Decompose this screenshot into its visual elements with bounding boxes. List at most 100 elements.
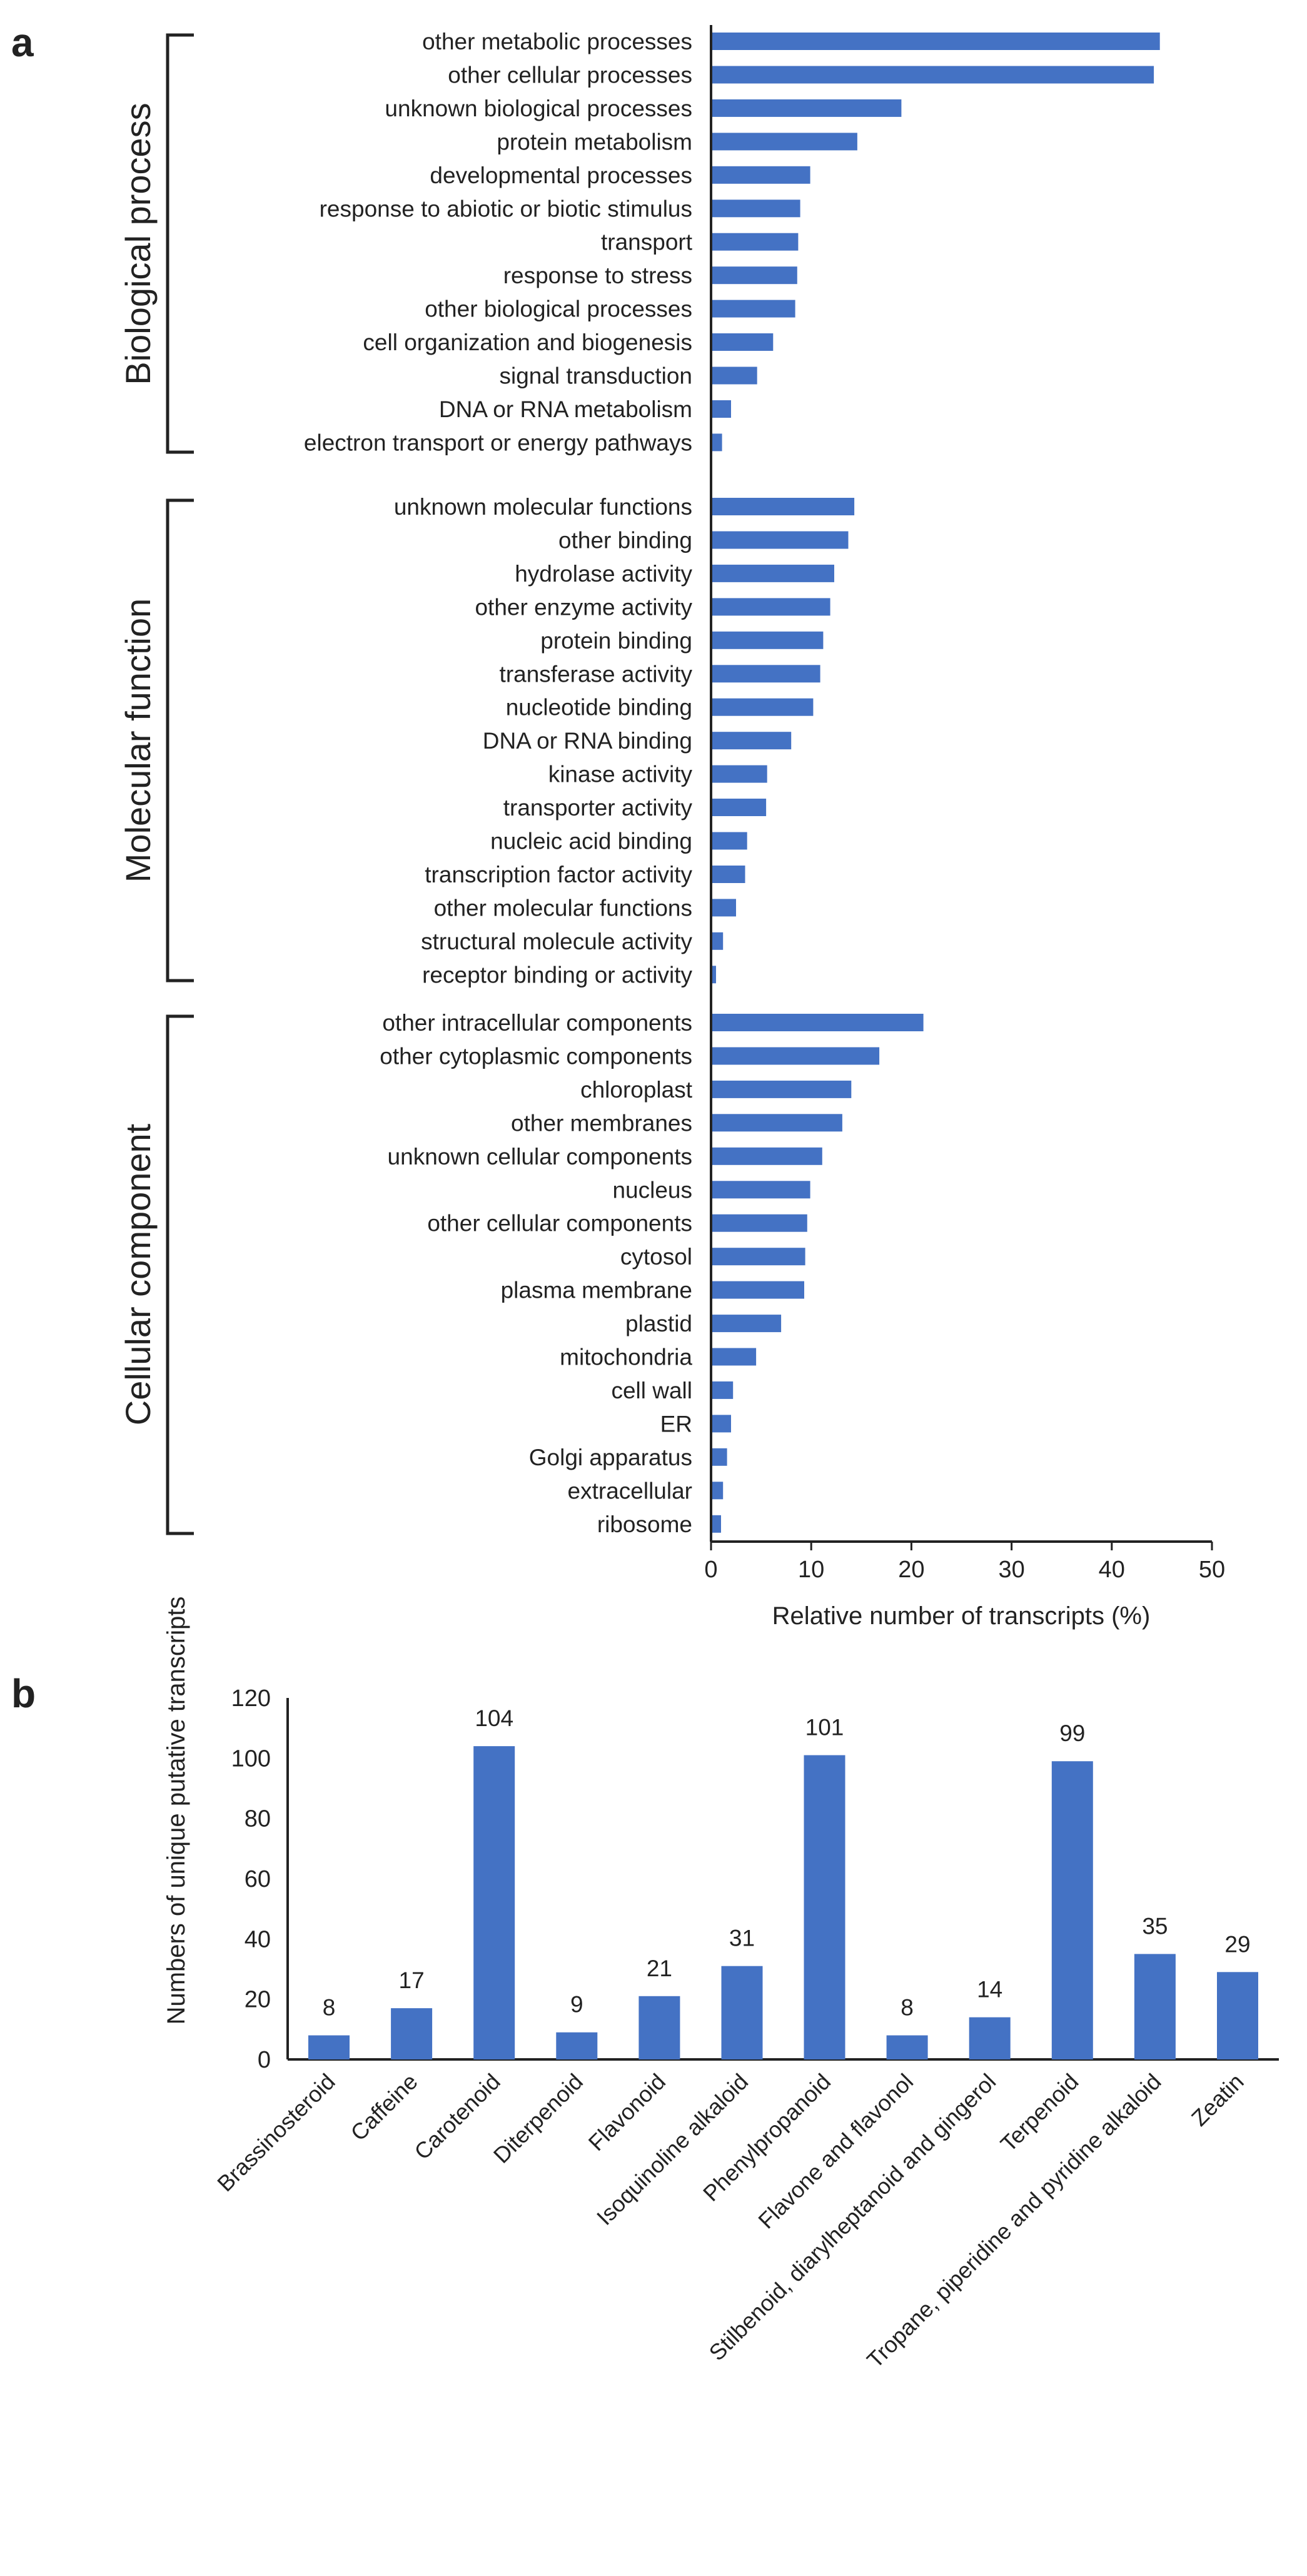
category-label: ribosome bbox=[597, 1512, 692, 1537]
x-category-label: Stilbenoid, diarylheptanoid and gingerol bbox=[704, 2069, 1001, 2366]
bar-other-biological-processes bbox=[711, 300, 795, 318]
bar-other-metabolic-processes bbox=[711, 33, 1160, 50]
category-label: transport bbox=[601, 230, 693, 255]
category-label: transferase activity bbox=[500, 661, 693, 687]
category-label: Golgi apparatus bbox=[529, 1445, 692, 1470]
data-label: 17 bbox=[399, 1967, 425, 1993]
bar-transcription-factor-activity bbox=[711, 866, 745, 883]
data-label: 104 bbox=[475, 1705, 513, 1731]
bar-extracellular bbox=[711, 1482, 724, 1500]
x-category-label: Zeatin bbox=[1186, 2069, 1249, 2131]
bar-structural-molecule-activity bbox=[711, 932, 724, 950]
y-axis-ticks: 0 20 40 60 80 100 120 bbox=[231, 1685, 271, 2073]
category-label: other cellular components bbox=[427, 1211, 692, 1236]
data-label: 101 bbox=[805, 1715, 844, 1740]
x-category-label: Tropane, piperidine and pyridine alkaloi… bbox=[862, 2069, 1166, 2373]
category-label: unknown cellular components bbox=[388, 1144, 692, 1169]
bar-other-binding bbox=[711, 531, 849, 549]
category-label: DNA or RNA metabolism bbox=[439, 397, 692, 422]
data-label: 29 bbox=[1224, 1931, 1250, 1957]
bar-nucleotide-binding bbox=[711, 698, 814, 716]
bars bbox=[308, 1746, 1258, 2059]
bar-caffeine bbox=[391, 2008, 433, 2059]
bar-nucleic-acid-binding bbox=[711, 832, 747, 850]
category-label: other biological processes bbox=[425, 296, 692, 322]
panel-a-chart: Biological process Molecular function Ce… bbox=[118, 25, 1225, 1630]
category-label: unknown molecular functions bbox=[394, 494, 692, 520]
data-labels: 8 17 104 9 21 31 101 8 14 99 35 29 bbox=[323, 1705, 1251, 2020]
y-tick-label: 0 bbox=[258, 2047, 271, 2073]
bar-tropane-piperidine-and-pyridine-alkaloid bbox=[1134, 1954, 1176, 2059]
bar-unknown-cellular-components bbox=[711, 1147, 822, 1165]
bar-cell-wall bbox=[711, 1381, 734, 1399]
bar-plasma-membrane bbox=[711, 1281, 804, 1299]
data-label: 31 bbox=[729, 1926, 755, 1951]
bar-response-to-abiotic-or-biotic-stimulus bbox=[711, 200, 800, 218]
category-label: protein metabolism bbox=[497, 129, 692, 154]
bar-unknown-biological-processes bbox=[711, 99, 902, 117]
data-label: 8 bbox=[901, 1995, 914, 2021]
x-category-label: Caffeine bbox=[345, 2069, 422, 2146]
bar-zeatin bbox=[1217, 1972, 1258, 2059]
bar-ribosome bbox=[711, 1515, 721, 1533]
bar-dna-or-rna-metabolism bbox=[711, 400, 731, 418]
category-label: chloroplast bbox=[580, 1077, 693, 1103]
bar-chloroplast bbox=[711, 1080, 852, 1098]
category-label: other membranes bbox=[511, 1110, 692, 1136]
bars bbox=[711, 33, 1160, 1533]
y-tick-label: 20 bbox=[245, 1987, 271, 2013]
category-label: extracellular bbox=[568, 1478, 692, 1503]
category-label: plastid bbox=[625, 1311, 692, 1336]
bar-hydrolase-activity bbox=[711, 564, 834, 582]
bar-protein-metabolism bbox=[711, 133, 857, 151]
category-label: nucleotide binding bbox=[506, 695, 692, 720]
bar-protein-binding bbox=[711, 631, 824, 649]
category-label: other metabolic processes bbox=[422, 29, 692, 54]
panel-b-letter: b bbox=[11, 1671, 36, 1716]
bar-transporter-activity bbox=[711, 799, 767, 816]
panel-b-chart: Numbers of unique putative transcripts 0… bbox=[163, 1597, 1279, 2373]
category-label: kinase activity bbox=[548, 762, 693, 787]
category-label: transporter activity bbox=[503, 795, 693, 821]
bar-other-molecular-functions bbox=[711, 899, 736, 917]
bar-electron-transport-or-energy-pathways bbox=[711, 433, 722, 452]
bar-phenylpropanoid bbox=[804, 1755, 845, 2059]
category-label: receptor binding or activity bbox=[422, 962, 692, 987]
x-category-label: Terpenoid bbox=[996, 2069, 1084, 2157]
data-label: 9 bbox=[570, 1992, 583, 2018]
data-label: 8 bbox=[323, 1995, 336, 2021]
x-category-label: Isoquinoline alkaloid bbox=[592, 2069, 753, 2230]
bar-dna-or-rna-binding bbox=[711, 732, 792, 750]
x-category-label: Brassinosteroid bbox=[212, 2069, 340, 2196]
category-label: other binding bbox=[558, 528, 692, 553]
group-labels: Biological process Molecular function Ce… bbox=[118, 103, 158, 1425]
x-tick-label: 50 bbox=[1199, 1557, 1225, 1583]
category-label: DNA or RNA binding bbox=[483, 728, 692, 754]
bar-er bbox=[711, 1415, 731, 1433]
x-tick-label: 10 bbox=[798, 1557, 824, 1583]
bar-isoquinoline-alkaloid bbox=[721, 1966, 763, 2059]
y-tick-label: 100 bbox=[231, 1745, 271, 1772]
category-label: protein binding bbox=[540, 628, 692, 654]
category-labels: Brassinosteroid CaffeineCarotenoidDiterpe… bbox=[212, 2069, 1248, 2373]
x-axis-title: Relative number of transcripts (%) bbox=[772, 1602, 1151, 1630]
x-axis-ticks: 0 10 20 30 40 50 bbox=[704, 1542, 1225, 1583]
bar-brassinosteroid bbox=[308, 2035, 350, 2059]
data-label: 14 bbox=[977, 1977, 1002, 2003]
bar-cytosol bbox=[711, 1248, 805, 1266]
group-label-molecular-function: Molecular function bbox=[118, 599, 158, 882]
category-label: response to stress bbox=[503, 263, 692, 288]
category-label: cell organization and biogenesis bbox=[363, 330, 692, 355]
bar-flavonoid bbox=[638, 1996, 680, 2059]
bar-other-cellular-processes bbox=[711, 66, 1154, 84]
category-label: cytosol bbox=[620, 1244, 692, 1270]
bar-carotenoid bbox=[473, 1746, 515, 2059]
bar-golgi-apparatus bbox=[711, 1448, 727, 1466]
group-label-biological-process: Biological process bbox=[118, 103, 158, 385]
bar-other-membranes bbox=[711, 1114, 842, 1132]
bar-other-cellular-components bbox=[711, 1214, 807, 1232]
bar-signal-transduction bbox=[711, 366, 757, 385]
category-label: cell wall bbox=[611, 1378, 692, 1403]
y-tick-label: 60 bbox=[245, 1866, 271, 1892]
category-label: structural molecule activity bbox=[421, 929, 692, 954]
